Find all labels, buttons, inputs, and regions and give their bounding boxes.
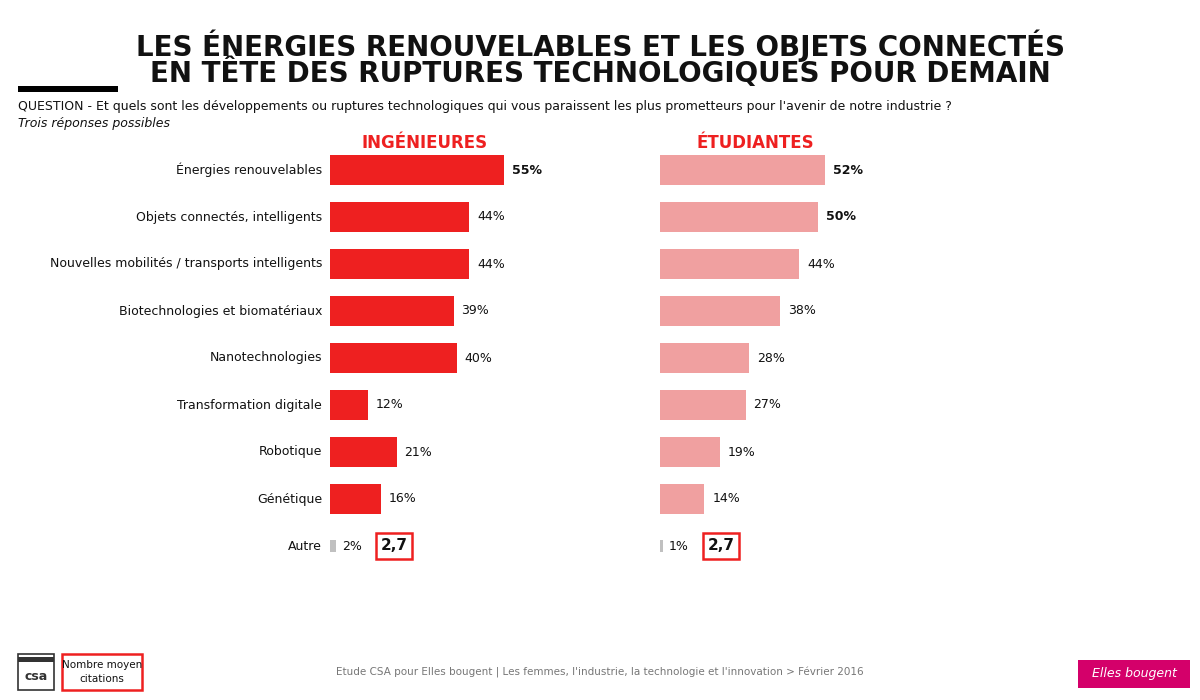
Text: csa: csa	[24, 669, 48, 682]
Text: 28%: 28%	[757, 351, 785, 365]
Bar	[330, 155, 504, 185]
Bar	[660, 540, 664, 552]
Bar	[330, 484, 380, 514]
Bar	[660, 202, 818, 232]
Text: 2,7: 2,7	[380, 538, 408, 554]
Bar	[660, 390, 745, 420]
Text: 19%: 19%	[728, 445, 756, 458]
Text: Robotique: Robotique	[259, 445, 322, 458]
Bar	[660, 484, 704, 514]
Text: Etude CSA pour Elles bougent | Les femmes, l'industrie, la technologie et l'inno: Etude CSA pour Elles bougent | Les femme…	[336, 667, 864, 678]
Text: Nouvelles mobilités / transports intelligents: Nouvelles mobilités / transports intelli…	[49, 258, 322, 270]
Text: 39%: 39%	[462, 304, 490, 318]
Text: Biotechnologies et biomatériaux: Biotechnologies et biomatériaux	[119, 304, 322, 318]
Text: 44%: 44%	[808, 258, 835, 270]
Text: 55%: 55%	[512, 164, 542, 176]
Text: 44%: 44%	[478, 258, 505, 270]
Bar	[660, 437, 720, 467]
Text: 12%: 12%	[376, 398, 403, 412]
Bar	[660, 343, 749, 373]
Bar	[330, 343, 457, 373]
Text: 16%: 16%	[389, 493, 416, 505]
Text: Objets connectés, intelligents: Objets connectés, intelligents	[136, 211, 322, 223]
Text: ÉTUDIANTES: ÉTUDIANTES	[696, 134, 814, 152]
Text: LES ÉNERGIES RENOUVELABLES ET LES OBJETS CONNECTÉS: LES ÉNERGIES RENOUVELABLES ET LES OBJETS…	[136, 30, 1064, 62]
FancyBboxPatch shape	[703, 533, 739, 559]
Bar	[330, 437, 396, 467]
Bar	[18, 86, 118, 92]
FancyBboxPatch shape	[62, 654, 142, 690]
Text: 38%: 38%	[788, 304, 816, 318]
Text: 52%: 52%	[833, 164, 863, 176]
Text: Génétique: Génétique	[257, 493, 322, 505]
Bar	[660, 249, 799, 279]
Text: Nanotechnologies: Nanotechnologies	[210, 351, 322, 365]
Text: Nombre moyen
citations: Nombre moyen citations	[62, 660, 142, 684]
Text: INGÉNIEURES: INGÉNIEURES	[362, 134, 488, 152]
FancyBboxPatch shape	[377, 533, 413, 559]
Text: 2,7: 2,7	[708, 538, 734, 554]
Text: Autre: Autre	[288, 540, 322, 552]
Bar	[18, 657, 54, 662]
Bar	[1078, 660, 1190, 688]
Text: 44%: 44%	[478, 211, 505, 223]
Text: 1%: 1%	[670, 540, 689, 552]
Text: 2%: 2%	[342, 540, 362, 552]
Bar	[330, 296, 454, 326]
Text: EN TÊTE DES RUPTURES TECHNOLOGIQUES POUR DEMAIN: EN TÊTE DES RUPTURES TECHNOLOGIQUES POUR…	[150, 57, 1050, 88]
Text: Transformation digitale: Transformation digitale	[178, 398, 322, 412]
Bar	[330, 202, 469, 232]
Bar	[660, 296, 780, 326]
Bar	[330, 540, 336, 552]
Bar	[18, 654, 54, 690]
Text: Trois réponses possibles: Trois réponses possibles	[18, 117, 170, 130]
Text: 14%: 14%	[713, 493, 740, 505]
Text: 27%: 27%	[754, 398, 781, 412]
Bar	[330, 249, 469, 279]
Text: 50%: 50%	[827, 211, 857, 223]
Bar	[330, 390, 368, 420]
Text: 21%: 21%	[404, 445, 432, 458]
Text: 40%: 40%	[464, 351, 492, 365]
Bar	[660, 155, 824, 185]
Text: Elles bougent: Elles bougent	[1092, 668, 1176, 680]
Text: QUESTION - Et quels sont les développements ou ruptures technologiques qui vous : QUESTION - Et quels sont les développeme…	[18, 100, 952, 113]
Text: Énergies renouvelables: Énergies renouvelables	[176, 163, 322, 177]
